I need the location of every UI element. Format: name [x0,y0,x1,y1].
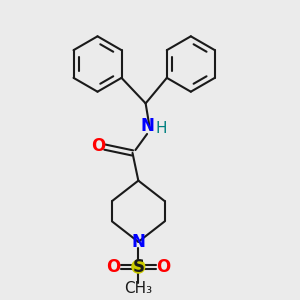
Text: S: S [132,258,144,276]
Text: N: N [131,233,145,251]
Circle shape [132,260,145,273]
Text: O: O [156,258,170,276]
Text: O: O [91,136,106,154]
Text: CH₃: CH₃ [124,281,152,296]
Text: N: N [141,117,154,135]
Text: O: O [106,258,121,276]
Text: H: H [155,121,167,136]
